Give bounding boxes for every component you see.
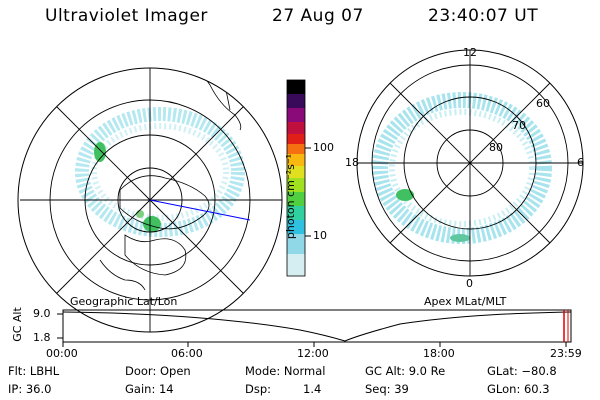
coastlines (99, 68, 242, 291)
time-label: 23:40:07 UT (428, 6, 539, 26)
gc-alt-info: GC Alt: 9.0 Re (365, 364, 446, 378)
xtick-0600: 06:00 (171, 347, 203, 360)
aurora-bright-left (94, 142, 161, 232)
geographic-map (17, 67, 283, 333)
apex-map (356, 49, 584, 277)
glat-info: GLat: −80.8 (487, 364, 557, 378)
xtick-1800: 18:00 (423, 347, 455, 360)
xtick-1200: 12:00 (297, 347, 329, 360)
mode-info: Mode: Normal (245, 364, 326, 378)
aurora-oval-right (372, 92, 552, 244)
seq-info: Seq: 39 (365, 382, 409, 396)
filter-info: Flt: LBHL (8, 364, 60, 378)
left-projection-label: Geographic Lat/Lon (70, 295, 178, 308)
instrument-title: Ultraviolet Imager (45, 6, 208, 26)
mlat-label-60: 60 (536, 97, 550, 110)
mlt-label-12: 12 (463, 46, 477, 59)
mlt-label-0: 0 (466, 277, 473, 290)
altitude-curve (62, 311, 572, 342)
terminator-line (149, 199, 251, 221)
mlt-label-18: 18 (345, 156, 359, 169)
dsp-value: 1.4 (303, 382, 322, 396)
xtick-0000: 00:00 (46, 347, 78, 360)
altitude-ylabel: GC Alt (10, 307, 24, 342)
colorbar-unit-label: photon cm⁻²s⁻¹ (284, 153, 298, 240)
ip-info: IP: 36.0 (8, 382, 52, 396)
dsp-label: Dsp: (245, 382, 272, 396)
gain-info: Gain: 14 (125, 382, 174, 396)
door-info: Door: Open (125, 364, 191, 378)
xtick-2359: 23:59 (550, 347, 582, 360)
colorbar-tick-10: 10 (313, 229, 327, 242)
altitude-plot (57, 309, 572, 347)
color-bar (286, 79, 311, 277)
right-projection-label: Apex MLat/MLT (424, 295, 507, 308)
aurora-oval-left (75, 107, 245, 237)
altitude-ytick-high: 9.0 (33, 307, 51, 320)
glon-info: GLon: 60.3 (487, 382, 550, 396)
altitude-ytick-low: 1.8 (33, 331, 51, 344)
colorbar-tick-100: 100 (313, 141, 334, 154)
mlt-label-6: 6 (577, 156, 584, 169)
mlat-label-80: 80 (489, 141, 503, 154)
mlat-label-70: 70 (512, 119, 526, 132)
date-label: 27 Aug 07 (272, 6, 364, 26)
